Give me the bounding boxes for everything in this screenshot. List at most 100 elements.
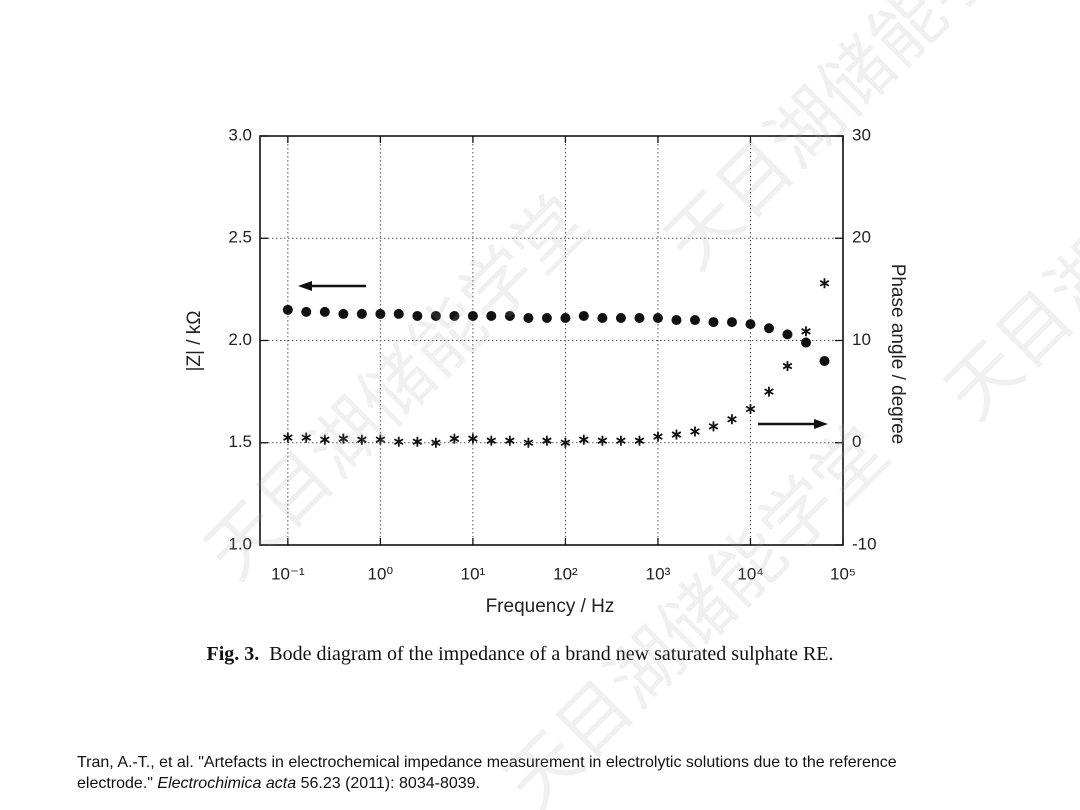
impedance-point	[800, 337, 811, 348]
impedance-point	[504, 310, 515, 321]
y-tick-label: 2.5	[228, 228, 252, 247]
impedance-point	[652, 313, 663, 324]
x-axis-label: Frequency / Hz	[486, 596, 615, 617]
asterisk-stroke	[357, 436, 367, 443]
asterisk-stroke	[745, 405, 756, 413]
asterisk-stroke	[523, 439, 534, 447]
phase-point	[597, 435, 608, 446]
asterisk-stroke	[653, 433, 663, 440]
asterisk-stroke	[801, 328, 811, 335]
phase-point	[431, 437, 441, 448]
impedance-point	[301, 306, 312, 317]
y-tick-label: 3.0	[228, 125, 252, 144]
phase-point	[320, 434, 330, 445]
asterisk-stroke	[579, 436, 589, 443]
asterisk-stroke	[393, 438, 404, 446]
phase-point	[505, 435, 515, 446]
impedance-point	[319, 306, 330, 317]
impedance-point	[671, 315, 682, 326]
impedance-point	[763, 323, 774, 334]
impedance-point	[615, 313, 626, 324]
citation-details: 56.23 (2011): 8034-8039.	[300, 775, 480, 792]
left-arrow	[298, 281, 366, 291]
phase-point	[486, 435, 497, 446]
asterisk-stroke	[431, 439, 441, 447]
asterisk-stroke	[468, 435, 478, 442]
plot-frame	[259, 135, 844, 546]
phase-point	[764, 386, 774, 397]
impedance-point	[541, 313, 552, 324]
phase-point	[449, 433, 460, 444]
caption-label: Fig. 3.	[206, 643, 260, 665]
phase-point	[616, 435, 626, 446]
impedance-point	[578, 310, 589, 321]
impedance-point	[634, 313, 645, 324]
asterisk-stroke	[708, 423, 719, 430]
x-tick-label: 10²	[553, 564, 578, 583]
impedance-point	[708, 317, 719, 328]
phase-point	[653, 431, 663, 442]
citation-text: Tran, A.-T., et al. "Artefacts in electr…	[77, 754, 897, 792]
right-arrow	[758, 419, 828, 429]
impedance-point	[449, 310, 460, 321]
phase-point	[523, 437, 534, 448]
phase-point	[542, 435, 552, 446]
impedance-point	[412, 310, 423, 321]
phase-point	[393, 436, 404, 447]
phase-point	[782, 361, 793, 372]
phase-point	[375, 434, 386, 445]
asterisk-stroke	[727, 415, 737, 423]
phase-point	[579, 434, 589, 445]
phase-point	[634, 435, 645, 446]
x-tick-label: 10⁵	[830, 564, 856, 583]
asterisk-stroke	[819, 279, 830, 287]
x-tick-label: 10⁰	[368, 564, 394, 583]
y2-tick-label: 0	[852, 432, 861, 451]
chart: Frequency / Hz |Z| / kΩ Phase angle / de…	[184, 125, 908, 617]
impedance-point	[282, 304, 293, 315]
asterisk-stroke	[782, 362, 793, 370]
asterisk-stroke	[301, 434, 312, 441]
citation-journal: Electrochimica acta	[157, 775, 297, 792]
x-tick-label: 10⁻¹	[271, 564, 305, 583]
phase-point	[412, 436, 423, 447]
caption: Fig. 3. Bode diagram of the impedance of…	[0, 643, 1040, 666]
phase-point	[745, 404, 756, 415]
asterisk-stroke	[542, 437, 552, 444]
phase-point	[468, 433, 478, 444]
impedance-point	[523, 313, 534, 324]
impedance-point	[356, 308, 367, 319]
phase-point	[708, 421, 719, 432]
phase-point	[560, 437, 571, 448]
phase-point	[801, 326, 811, 337]
y2-axis-label: Phase angle / degree	[887, 264, 908, 445]
x-tick-label: 10⁴	[737, 564, 763, 583]
impedance-point	[338, 308, 349, 319]
citation: Tran, A.-T., et al. "Artefacts in electr…	[77, 752, 897, 794]
impedance-point	[782, 329, 793, 340]
impedance-point	[819, 355, 830, 366]
y2-tick-label: 30	[852, 125, 871, 144]
y-axis-label: |Z| / kΩ	[184, 310, 205, 371]
asterisk-stroke	[597, 437, 608, 444]
asterisk-stroke	[690, 428, 700, 435]
asterisk-stroke	[412, 438, 423, 446]
phase-point	[671, 429, 682, 440]
y-tick-label: 1.5	[228, 432, 252, 451]
impedance-point	[560, 313, 571, 324]
asterisk-stroke	[764, 388, 774, 395]
asterisk-stroke	[375, 436, 386, 443]
impedance-point	[597, 313, 608, 324]
asterisk-stroke	[671, 431, 682, 438]
y2-tick-label: 10	[852, 330, 871, 349]
phase-point	[690, 426, 700, 437]
asterisk-stroke	[283, 434, 293, 441]
impedance-point	[393, 308, 404, 319]
impedance-point	[745, 319, 756, 330]
asterisk-stroke	[634, 437, 645, 444]
phase-point	[338, 433, 349, 444]
asterisk-stroke	[560, 439, 571, 447]
phase-point	[727, 414, 737, 425]
impedance-point	[486, 310, 497, 321]
